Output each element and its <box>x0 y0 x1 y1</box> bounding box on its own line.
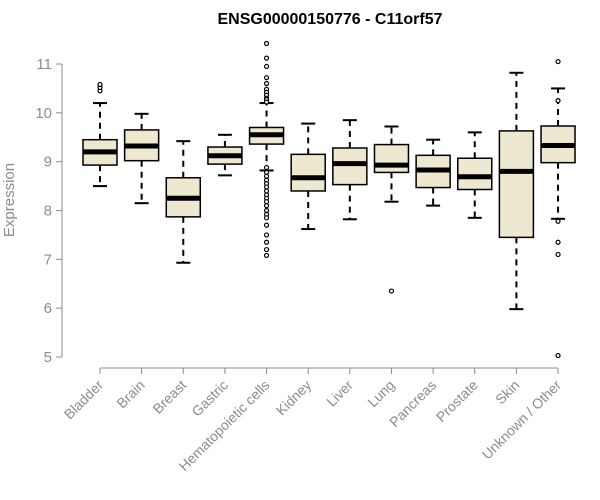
y-tick-label: 6 <box>44 300 52 317</box>
outlier-point <box>555 352 561 359</box>
y-tick-label: 11 <box>36 56 52 73</box>
outlier-point <box>263 55 270 61</box>
box-prostate <box>457 131 493 219</box>
x-tick-label: Kidney <box>273 377 315 419</box>
y-tick-label: 9 <box>44 154 52 171</box>
box-iqr <box>373 143 410 174</box>
outlier-point <box>555 218 561 224</box>
box-lung <box>373 125 410 294</box>
box-pancreas <box>415 138 451 207</box>
outlier-point <box>263 99 270 105</box>
x-tick-label: Bladder <box>61 377 107 423</box>
x-tick-label: Lung <box>364 377 397 410</box>
x-tick-label: Liver <box>323 377 356 410</box>
x-tick-label: Skin <box>492 377 523 408</box>
box-gastric <box>207 133 243 177</box>
x-tick-label: Unknown / Other <box>479 377 565 463</box>
box-skin <box>498 71 535 311</box>
outlier-point <box>263 246 270 253</box>
outlier-point <box>555 98 561 104</box>
box-breast <box>165 140 202 264</box>
outlier-point <box>263 203 270 209</box>
outlier-point <box>388 288 395 294</box>
boxes-group <box>82 40 576 359</box>
outlier-point <box>555 239 561 245</box>
box-kidney <box>290 122 326 231</box>
outlier-point <box>97 81 103 88</box>
y-tick-label: 7 <box>44 251 52 268</box>
outlier-point <box>263 63 270 70</box>
outlier-point <box>263 80 270 87</box>
chart-title: ENSG00000150776 - C11orf57 <box>217 11 442 28</box>
box-bladder <box>82 81 118 188</box>
box-unknown-other <box>540 58 576 359</box>
outlier-point <box>263 252 270 259</box>
outlier-point <box>555 58 561 65</box>
x-tick-label: Breast <box>149 377 189 417</box>
outlier-point <box>555 251 561 258</box>
outlier-point <box>263 40 270 47</box>
outlier-point <box>263 239 270 245</box>
x-tick-label: Brain <box>113 377 147 411</box>
box-iqr <box>457 157 493 191</box>
outlier-point <box>263 164 270 171</box>
box-brain <box>123 112 160 205</box>
box-hematopoietic-cells <box>248 40 285 259</box>
y-axis: 5 6 7 8 9 10 11 <box>35 56 63 366</box>
x-tick-label: Prostate <box>433 377 481 425</box>
outlier-point <box>263 222 270 228</box>
y-tick-label: 8 <box>44 203 52 220</box>
outlier-point <box>263 232 270 238</box>
box-iqr <box>290 153 326 192</box>
box-iqr <box>498 130 535 239</box>
y-axis-label: Expression <box>1 163 18 237</box>
box-iqr <box>332 147 368 186</box>
outlier-point <box>263 215 270 221</box>
y-tick-label: 10 <box>35 105 52 122</box>
box-liver <box>332 119 368 221</box>
outlier-point <box>263 75 270 81</box>
y-tick-label: 5 <box>44 349 52 366</box>
